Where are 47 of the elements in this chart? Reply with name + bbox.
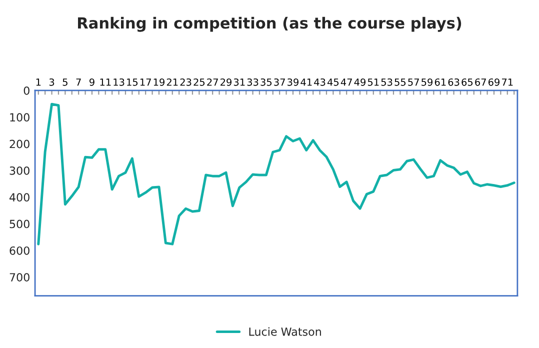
- chart-title: Ranking in competition (as the course plays): [78, 16, 462, 32]
- x-tick-label: 37: [274, 78, 285, 86]
- x-tick-label: 71: [502, 78, 513, 86]
- x-tick-label: 33: [247, 78, 258, 86]
- line-series: [37, 102, 516, 246]
- legend-label: Lucie Watson: [249, 327, 321, 336]
- x-tick-label: 57: [408, 78, 419, 86]
- x-tick-label: 59: [422, 78, 432, 86]
- y-tick-label: 500: [10, 220, 30, 228]
- y-tick-label: 700: [10, 273, 30, 282]
- x-tick-label: 55: [394, 78, 406, 86]
- x-tick-label: 49: [354, 78, 366, 86]
- x-tick-label: 1: [36, 78, 41, 86]
- x-tick-label: 65: [462, 78, 473, 86]
- y-tick-label: 300: [10, 166, 30, 175]
- x-tick-label: 41: [300, 78, 312, 86]
- x-tick-label: 21: [166, 78, 178, 86]
- x-tick-label: 53: [381, 78, 392, 86]
- y-tick-label: 600: [10, 246, 30, 255]
- y-tick-label: 0: [24, 86, 30, 95]
- x-tick-label: 27: [207, 78, 218, 86]
- x-tick-label: 63: [448, 78, 460, 86]
- x-tick-label: 69: [488, 78, 500, 86]
- x-tick-label: 39: [288, 78, 298, 86]
- y-tick-label: 100: [10, 113, 30, 122]
- x-tick-label: 45: [327, 78, 339, 86]
- x-tick-label: 29: [220, 78, 232, 86]
- x-tick-label: 13: [114, 78, 124, 86]
- x-tick-label: 47: [340, 78, 352, 86]
- x-tick-label: 51: [368, 78, 379, 86]
- x-tick-label: 61: [434, 78, 446, 86]
- x-tick-label: 17: [140, 78, 151, 86]
- x-tick-label: 15: [127, 78, 138, 86]
- x-tick-label: 35: [260, 78, 272, 86]
- x-tick-label: 11: [100, 78, 111, 86]
- x-tick-label: 25: [194, 78, 205, 86]
- x-tick-label: 9: [90, 78, 94, 86]
- x-tick-label: 7: [76, 78, 81, 86]
- x-tick-label: 3: [49, 78, 54, 86]
- y-tick-label: 400: [10, 193, 30, 202]
- x-tick-label: 43: [314, 78, 326, 86]
- y-tick-label: 200: [10, 140, 30, 148]
- x-tick-label: 19: [154, 78, 164, 86]
- x-tick-label: 23: [180, 78, 192, 86]
- x-tick-label: 5: [62, 78, 68, 86]
- x-tick-label: 67: [475, 78, 486, 86]
- x-tick-label: 31: [234, 78, 245, 86]
